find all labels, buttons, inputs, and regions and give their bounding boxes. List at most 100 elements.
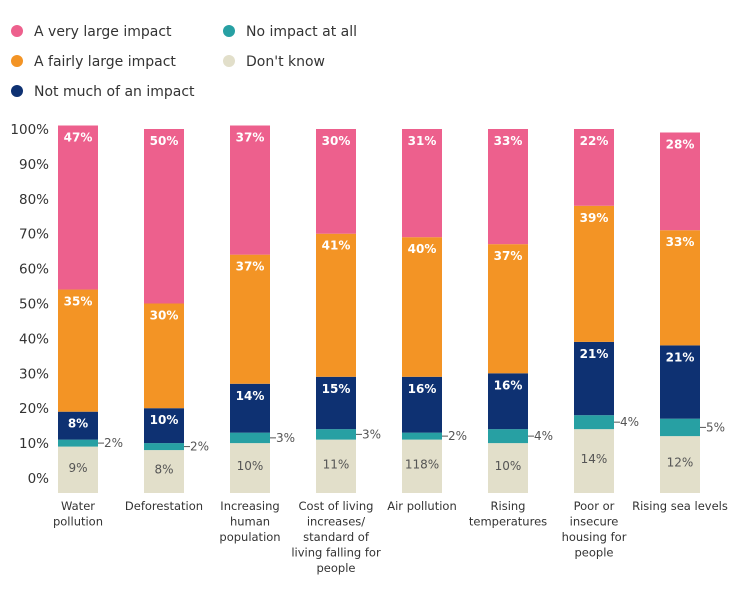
x-category-label-line: Rising xyxy=(491,499,526,513)
bar-segment xyxy=(144,443,184,451)
data-label: 30% xyxy=(322,134,351,148)
bar-segment xyxy=(316,129,356,234)
y-tick-label: 90% xyxy=(19,157,49,173)
bar-segment xyxy=(144,129,184,304)
bar-segment xyxy=(488,429,528,444)
data-label: 50% xyxy=(150,134,179,148)
legend-marker-2 xyxy=(11,85,23,97)
bar-segment xyxy=(144,408,184,444)
bar-segment xyxy=(58,125,98,290)
data-label: 16% xyxy=(408,382,437,396)
legend-label-3: No impact at all xyxy=(246,24,357,40)
bar-segment xyxy=(402,439,442,493)
data-label: 41% xyxy=(322,239,351,253)
data-label: 37% xyxy=(494,249,523,263)
data-label: 14% xyxy=(236,389,265,403)
y-tick-label: 50% xyxy=(19,297,49,313)
bar-segment xyxy=(574,129,614,206)
bar-segment xyxy=(58,289,98,412)
bar-segment xyxy=(574,415,614,430)
x-category-label-line: people xyxy=(317,561,356,575)
bars: 9% 2% 8% 35% 47% 8% 2% 10% 30% 50% 10% 3% 14% 37% 37% 1… xyxy=(58,125,725,493)
bar-segment xyxy=(316,439,356,493)
y-axis: 0% 10% 20% 30% 40% 50% 60% 70% 80% 90% 100% xyxy=(10,122,49,487)
x-category-label-line: increases/ xyxy=(307,515,365,529)
y-tick-label: 20% xyxy=(19,401,49,417)
bar-segment xyxy=(402,432,442,440)
data-label: 14% xyxy=(581,452,608,466)
legend-marker-0 xyxy=(11,25,23,37)
data-label: 12% xyxy=(667,456,694,470)
bar-segment xyxy=(574,341,614,416)
bar-segment xyxy=(574,205,614,342)
bar-segment xyxy=(402,376,442,433)
data-label: 5% xyxy=(706,420,725,434)
bar-segment xyxy=(660,345,700,419)
x-category-label-line: Deforestation xyxy=(125,499,203,513)
bar-segment xyxy=(58,439,98,447)
x-category-label-line: temperatures xyxy=(469,515,547,529)
data-label: 31% xyxy=(408,134,437,148)
data-label: 11% xyxy=(323,457,350,471)
data-label: 2% xyxy=(190,440,209,454)
legend-label-2: Not much of an impact xyxy=(34,84,195,100)
bar-segment xyxy=(488,244,528,374)
bar-segment xyxy=(660,132,700,231)
bar-segment xyxy=(660,230,700,346)
x-category-label: Rising temperatures xyxy=(469,499,547,529)
x-category-label-line: pollution xyxy=(53,515,103,529)
bar-segment xyxy=(488,443,528,493)
data-label: 39% xyxy=(580,211,609,225)
data-label: 9% xyxy=(68,461,87,475)
y-tick-label: 80% xyxy=(19,192,49,208)
data-label: 15% xyxy=(322,382,351,396)
x-category-label-line: Rising sea levels xyxy=(632,499,728,513)
data-label: 118% xyxy=(405,457,439,471)
x-category-label: Rising sea levels xyxy=(632,499,728,513)
y-tick-label: 100% xyxy=(10,122,49,138)
legend-marker-1 xyxy=(11,55,23,67)
bar-segment xyxy=(660,436,700,493)
x-category-label-line: Water xyxy=(61,499,95,513)
x-category-label-line: standard of xyxy=(303,530,370,544)
x-category-label: Increasing human population xyxy=(219,499,280,544)
bar-segment xyxy=(488,129,528,245)
x-category-label-line: insecure xyxy=(570,515,619,529)
x-category-label: Poor or insecure housing for people xyxy=(562,499,627,560)
data-label: 2% xyxy=(104,436,123,450)
x-category-label-line: living falling for xyxy=(291,546,381,560)
bar-segment xyxy=(316,376,356,430)
data-label: 10% xyxy=(150,413,179,427)
bar-segment xyxy=(58,446,98,493)
x-category-label-line: population xyxy=(219,530,280,544)
data-label: 8% xyxy=(68,417,88,431)
legend-label-1: A fairly large impact xyxy=(34,54,176,70)
data-label: 35% xyxy=(64,295,93,309)
x-category-label-line: human xyxy=(230,515,270,529)
data-label: 3% xyxy=(362,427,381,441)
data-label: 47% xyxy=(64,131,93,145)
data-label: 37% xyxy=(236,260,265,274)
bar-segment xyxy=(144,450,184,493)
y-tick-label: 40% xyxy=(19,331,49,347)
legend-label-4: Don't know xyxy=(246,54,325,70)
y-tick-label: 60% xyxy=(19,262,49,278)
x-category-label: Deforestation xyxy=(125,499,203,513)
bar-segment xyxy=(230,443,270,493)
x-category-label-line: Increasing xyxy=(220,499,279,513)
bar-segment xyxy=(230,383,270,433)
x-category-label-line: housing for xyxy=(562,530,627,544)
y-tick-label: 70% xyxy=(19,227,49,243)
y-tick-label: 0% xyxy=(28,471,50,487)
bar-segment xyxy=(230,254,270,384)
bar-segment xyxy=(660,418,700,437)
data-label: 22% xyxy=(580,134,609,148)
bar-segment xyxy=(488,373,528,430)
data-label: 2% xyxy=(448,429,467,443)
bar-segment xyxy=(58,411,98,440)
data-label: 16% xyxy=(494,378,523,392)
bar-segment xyxy=(144,303,184,409)
data-label: 37% xyxy=(236,131,265,145)
x-category-label: Water pollution xyxy=(53,499,103,529)
